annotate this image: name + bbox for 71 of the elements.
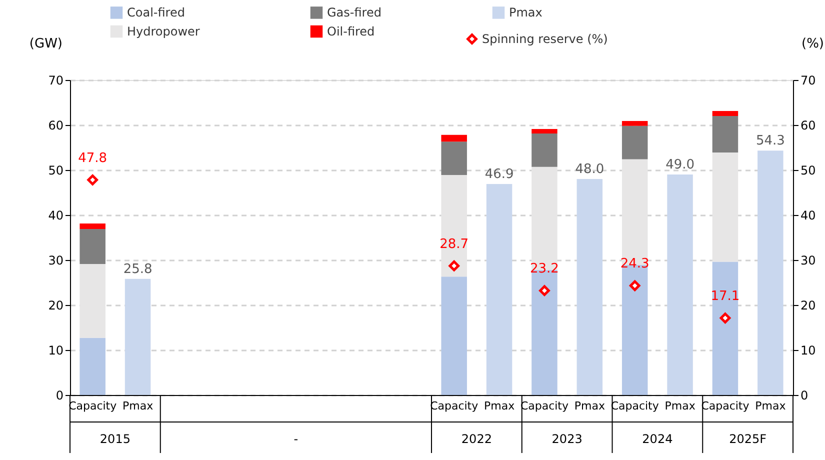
bar — [712, 262, 738, 395]
bar — [622, 120, 648, 126]
bar — [124, 278, 151, 395]
bar — [441, 276, 467, 395]
bar — [532, 129, 558, 134]
legend-label: Pmax — [509, 6, 542, 20]
text: - — [294, 432, 298, 446]
point — [539, 285, 550, 296]
y-axis-title: (GW) — [29, 36, 62, 52]
x-tick-label: Pmax — [484, 400, 516, 412]
x-tick-label: Pmax — [755, 400, 786, 412]
y2-tick-label: 20 — [800, 298, 816, 312]
bar — [667, 174, 693, 395]
y-tick-label: 50 — [48, 164, 64, 178]
data-label: 54.3 — [756, 134, 785, 149]
legend-label: Gas-fired — [327, 6, 382, 20]
y2-tick-label: 50 — [800, 164, 816, 178]
bar — [712, 152, 738, 262]
legend-label: Spinning reserve (%) — [482, 32, 608, 46]
y-tick-label: 0 — [56, 388, 64, 402]
legend-label: Coal-fired — [127, 6, 185, 20]
data-label: 46.9 — [484, 166, 514, 182]
point — [87, 174, 98, 186]
bar — [486, 184, 512, 395]
data-label: 23.2 — [530, 262, 559, 277]
y2-tick-label: 30 — [800, 254, 816, 268]
y-tick-label: 20 — [48, 298, 64, 312]
legend-label: Hydropower — [127, 24, 200, 38]
y2-tick-label: 10 — [800, 344, 816, 358]
point — [448, 260, 460, 272]
legend-label: Oil-fired — [327, 24, 375, 38]
y2-tick-label: 0 — [800, 388, 808, 402]
x-tick-label: Pmax — [122, 400, 154, 412]
text: 2015 — [100, 432, 130, 446]
data-label: 17.1 — [710, 289, 740, 304]
y-tick-label: 40 — [48, 208, 64, 222]
bar — [441, 174, 467, 277]
bar — [80, 228, 106, 264]
y2-tick-label: 60 — [800, 118, 816, 132]
x-tick-label: Pmax — [664, 400, 696, 412]
y2-tick-label: 70 — [800, 74, 816, 88]
bar — [532, 134, 558, 167]
y2-axis-title: (%) — [802, 36, 824, 52]
bar — [441, 142, 467, 175]
y-tick-label: 70 — [48, 74, 64, 88]
point — [629, 280, 640, 292]
bar — [712, 116, 738, 152]
data-label: 28.7 — [440, 236, 469, 252]
text: 2023 — [552, 432, 582, 446]
bar — [712, 111, 738, 116]
x-tick-label: Pmax — [574, 400, 606, 412]
y-tick-label: 10 — [48, 344, 64, 358]
bar — [441, 134, 467, 142]
bar — [80, 338, 106, 395]
text: 2025F — [729, 432, 767, 446]
data-label: 49.0 — [666, 158, 695, 172]
y-tick-label: 30 — [48, 254, 64, 268]
bar — [80, 224, 106, 229]
bar — [576, 179, 603, 395]
text: 2024 — [642, 432, 673, 446]
y2-tick-label: 40 — [800, 208, 816, 222]
bar — [80, 264, 106, 338]
data-label: 47.8 — [78, 150, 108, 166]
data-label: 25.8 — [123, 262, 152, 277]
y-tick-label: 60 — [48, 118, 64, 132]
data-label: 24.3 — [620, 256, 650, 272]
bar — [622, 126, 648, 160]
text: 2022 — [461, 432, 492, 446]
point — [720, 312, 731, 324]
bar — [758, 150, 784, 395]
data-label: 48.0 — [575, 162, 604, 177]
